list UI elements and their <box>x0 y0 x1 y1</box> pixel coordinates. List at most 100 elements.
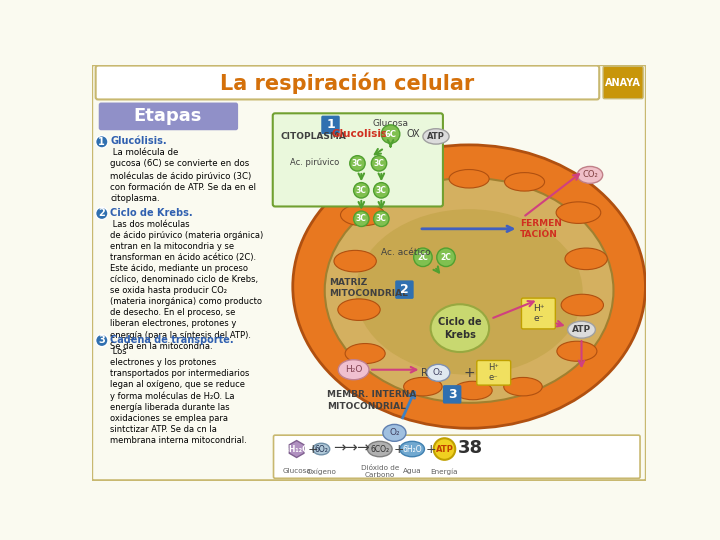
Text: →: → <box>333 441 346 456</box>
Text: Etapas: Etapas <box>134 107 202 125</box>
Text: 38: 38 <box>457 439 482 457</box>
Ellipse shape <box>561 294 603 316</box>
Text: Glucosa: Glucosa <box>282 468 311 474</box>
FancyBboxPatch shape <box>321 116 340 134</box>
FancyBboxPatch shape <box>443 385 462 403</box>
Ellipse shape <box>577 166 603 184</box>
Text: 3: 3 <box>448 388 456 401</box>
Text: 3C: 3C <box>356 186 366 195</box>
Text: →: → <box>356 441 369 456</box>
Text: Cadena de transporte.: Cadena de transporte. <box>110 335 234 345</box>
Ellipse shape <box>383 424 406 441</box>
FancyBboxPatch shape <box>92 65 647 481</box>
Text: H⁺
e⁻: H⁺ e⁻ <box>533 304 544 323</box>
Circle shape <box>350 156 365 171</box>
Text: CO₂: CO₂ <box>582 171 598 179</box>
Text: Las dos moléculas
de ácido pirúvico (materia orgánica)
entran en la mitocondria : Las dos moléculas de ácido pirúvico (mat… <box>110 220 264 350</box>
Text: ATP: ATP <box>427 132 445 141</box>
Text: +: + <box>426 443 436 456</box>
FancyBboxPatch shape <box>395 280 414 299</box>
Text: 3C: 3C <box>374 159 384 168</box>
Text: 6CO₂: 6CO₂ <box>370 444 390 454</box>
Text: 3C: 3C <box>376 214 387 224</box>
Circle shape <box>414 248 432 267</box>
Circle shape <box>354 211 369 226</box>
Ellipse shape <box>427 364 450 381</box>
Ellipse shape <box>341 204 385 226</box>
Circle shape <box>437 248 455 267</box>
Text: O₂: O₂ <box>389 428 400 437</box>
Text: La molécula de
gucosa (6C) se convierte en dos
moléculas de ácido pirúvico (3C)
: La molécula de gucosa (6C) se convierte … <box>110 148 256 204</box>
Text: Oxígeno: Oxígeno <box>306 468 336 475</box>
Text: Ac. pirúvico: Ac. pirúvico <box>290 158 340 167</box>
Ellipse shape <box>565 248 607 269</box>
Circle shape <box>372 156 387 171</box>
Text: MEMBR. INTERNA
MITOCONDRIAL: MEMBR. INTERNA MITOCONDRIAL <box>328 390 417 411</box>
Text: Agua: Agua <box>402 468 421 474</box>
Text: 1: 1 <box>326 118 335 131</box>
Text: CITOPLASMA: CITOPLASMA <box>281 132 346 141</box>
Text: 3C: 3C <box>352 159 363 168</box>
Text: OX: OX <box>407 129 420 139</box>
FancyBboxPatch shape <box>521 298 555 329</box>
Text: Dióxido de
Carbono: Dióxido de Carbono <box>361 464 399 478</box>
Text: Ac. acético: Ac. acético <box>381 248 430 257</box>
Ellipse shape <box>325 178 613 403</box>
Text: →: → <box>344 441 357 456</box>
Ellipse shape <box>338 299 380 320</box>
Ellipse shape <box>404 377 442 396</box>
Text: 3C: 3C <box>356 214 366 224</box>
Ellipse shape <box>454 381 492 400</box>
Ellipse shape <box>356 209 582 375</box>
Text: +: + <box>394 443 404 456</box>
FancyBboxPatch shape <box>99 103 238 130</box>
Text: 6H₂O: 6H₂O <box>402 444 422 454</box>
Text: +: + <box>307 443 318 456</box>
Circle shape <box>382 125 400 143</box>
Text: C₆H₁₂O₆: C₆H₁₂O₆ <box>281 444 312 454</box>
Circle shape <box>374 183 389 198</box>
Circle shape <box>374 211 389 226</box>
FancyBboxPatch shape <box>477 361 510 385</box>
Text: MATRIZ
MITOCONDRIAL: MATRIZ MITOCONDRIAL <box>329 278 408 299</box>
Circle shape <box>96 136 108 148</box>
Ellipse shape <box>504 377 542 396</box>
Ellipse shape <box>312 443 330 455</box>
Text: ATP: ATP <box>436 444 454 454</box>
Text: 2: 2 <box>99 208 105 218</box>
Text: R: R <box>421 368 428 378</box>
Text: 3C: 3C <box>376 186 387 195</box>
Text: 2C: 2C <box>441 253 451 262</box>
Text: Ciclo de
Krebs: Ciclo de Krebs <box>438 316 482 340</box>
Text: ATP: ATP <box>572 325 591 334</box>
Text: La respiración celular: La respiración celular <box>220 72 474 94</box>
Polygon shape <box>289 441 304 457</box>
Ellipse shape <box>431 304 489 352</box>
Text: H⁺
e⁻: H⁺ e⁻ <box>488 363 499 382</box>
Text: 6C: 6C <box>384 130 397 139</box>
Text: 3: 3 <box>99 335 105 346</box>
Text: +: + <box>463 366 475 380</box>
Ellipse shape <box>505 173 544 191</box>
Circle shape <box>96 334 108 347</box>
Text: H₂O: H₂O <box>345 365 362 374</box>
Text: 2C: 2C <box>418 253 428 262</box>
Ellipse shape <box>334 251 377 272</box>
Text: Glucolisis: Glucolisis <box>332 129 388 139</box>
Ellipse shape <box>394 173 433 191</box>
Text: 6O₂: 6O₂ <box>315 444 328 454</box>
Circle shape <box>96 207 108 220</box>
Text: Glucólisis.: Glucólisis. <box>110 136 167 146</box>
Text: 2: 2 <box>400 283 409 296</box>
FancyBboxPatch shape <box>273 113 443 206</box>
Text: Los
electrones y los protones
transportados por intermediarios
legan al oxígeno,: Los electrones y los protones transporta… <box>110 347 250 445</box>
Circle shape <box>433 438 455 460</box>
Ellipse shape <box>293 145 645 428</box>
FancyBboxPatch shape <box>603 66 643 99</box>
Ellipse shape <box>556 202 600 224</box>
Text: Ciclo de Krebs.: Ciclo de Krebs. <box>110 208 193 218</box>
Circle shape <box>354 183 369 198</box>
Ellipse shape <box>557 341 597 361</box>
Ellipse shape <box>423 129 449 144</box>
FancyBboxPatch shape <box>96 65 599 99</box>
